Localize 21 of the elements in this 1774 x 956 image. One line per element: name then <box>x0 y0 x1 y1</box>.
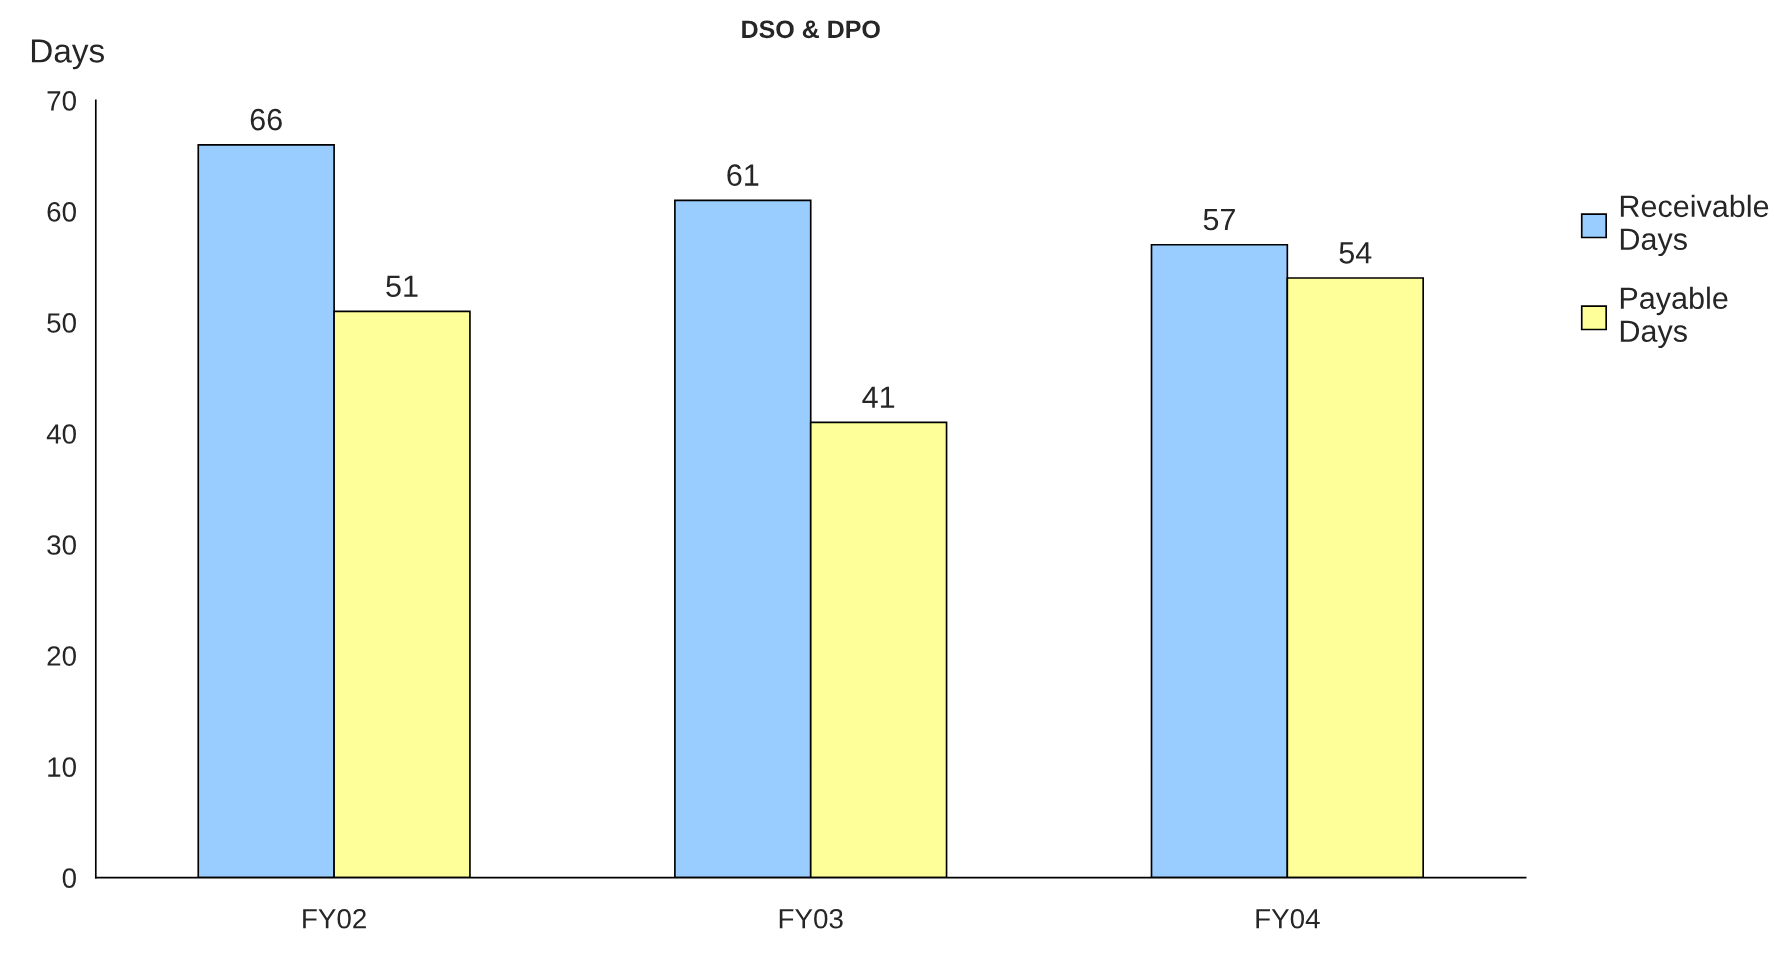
legend-label: Receivable Days <box>1620 194 1769 257</box>
chart-title: DSO & DPO <box>742 20 880 39</box>
data-label: 61 <box>727 164 759 186</box>
legend-label: Payable Days <box>1620 286 1728 349</box>
y-tick-label: 70 <box>47 91 76 111</box>
y-tick-label: 50 <box>47 313 76 333</box>
y-tick-label: 0 <box>62 868 76 888</box>
y-tick-label: 40 <box>46 424 76 444</box>
y-tick-label: 30 <box>47 535 76 555</box>
x-tick-label: FY03 <box>779 908 843 929</box>
data-label: 41 <box>862 386 895 408</box>
data-label: 51 <box>386 275 418 297</box>
data-label: 57 <box>1203 209 1235 231</box>
x-tick-label: FY02 <box>303 908 366 929</box>
y-axis-title: Days <box>31 39 104 70</box>
y-tick-label: 20 <box>47 646 76 666</box>
x-tick-label: FY04 <box>1256 908 1320 929</box>
y-tick-label: 10 <box>48 757 76 777</box>
data-label: 54 <box>1339 242 1372 264</box>
y-tick-label: 60 <box>47 202 76 222</box>
data-label: 66 <box>250 108 282 131</box>
